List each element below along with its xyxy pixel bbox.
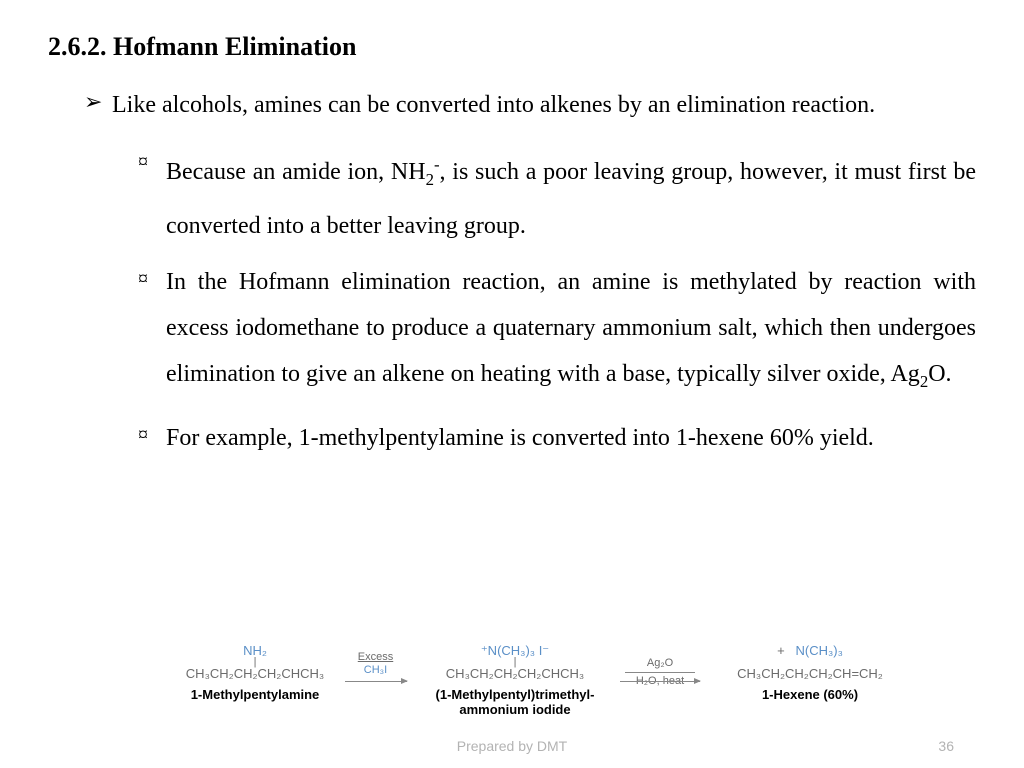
reaction-arrow-icon [620,681,700,682]
footer-page-number: 36 [938,738,954,754]
arrow2-conditions: Ag₂O H₂O, heat [625,657,695,688]
bullet-sub-2-text: In the Hofmann elimination reaction, an … [166,259,976,405]
arrow1-top: Excess [348,651,403,664]
product: + N(CH₃)₃ CH₃CH₂CH₂CH₂CH=CH₂ 1-Hexene (6… [715,643,905,702]
r1-name: 1-Methylpentylamine [170,687,340,702]
bullet-sub-2: ¤ In the Hofmann elimination reaction, a… [138,259,976,405]
r3-byproduct: + N(CH₃)₃ [715,643,905,658]
r2-formula: CH₃CH₂CH₂CH₂CHCH₃ [420,666,610,681]
bullet-sub-1-text: Because an amide ion, NH2-, is such a po… [166,142,976,249]
arrow1-bot: CH₃I [348,664,403,677]
r2-name-b: ammonium iodide [420,702,610,717]
r3-formula: CH₃CH₂CH₂CH₂CH=CH₂ [715,666,905,681]
bullet-main-text: Like alcohols, amines can be converted i… [112,82,976,128]
bond-icon: | [420,658,610,666]
arrow1-conditions: Excess CH₃I [348,651,403,677]
reactant-1: NH₂ | CH₃CH₂CH₂CH₂CHCH₃ 1-Methylpentylam… [170,643,340,702]
r1-formula: CH₃CH₂CH₂CH₂CHCH₃ [170,666,340,681]
reaction-arrow-icon [345,681,407,682]
bullet-currency-icon: ¤ [138,142,166,249]
footer-prepared-by: Prepared by DMT [0,738,1024,754]
reaction-scheme: NH₂ | CH₃CH₂CH₂CH₂CHCH₃ 1-Methylpentylam… [170,643,1004,738]
bond-icon: | [170,658,340,666]
r2-name-a: (1-Methylpentyl)trimethyl- [420,687,610,702]
intermediate: ⁺N(CH₃)₃ I⁻ | CH₃CH₂CH₂CH₂CHCH₃ (1-Methy… [420,643,610,717]
section-heading: 2.6.2. Hofmann Elimination [48,32,976,62]
bullet-arrow-icon: ➢ [84,82,112,128]
arrow2-top: Ag₂O [625,657,695,670]
bullet-sub-3-text: For example, 1-methylpentylamine is conv… [166,415,976,461]
divider [625,672,695,673]
bullet-sub-3: ¤ For example, 1-methylpentylamine is co… [138,415,976,461]
bullet-currency-icon: ¤ [138,259,166,405]
bullet-currency-icon: ¤ [138,415,166,461]
bullet-main: ➢ Like alcohols, amines can be converted… [84,82,976,128]
bullet-sub-1: ¤ Because an amide ion, NH2-, is such a … [138,142,976,249]
r3-name: 1-Hexene (60%) [715,687,905,702]
